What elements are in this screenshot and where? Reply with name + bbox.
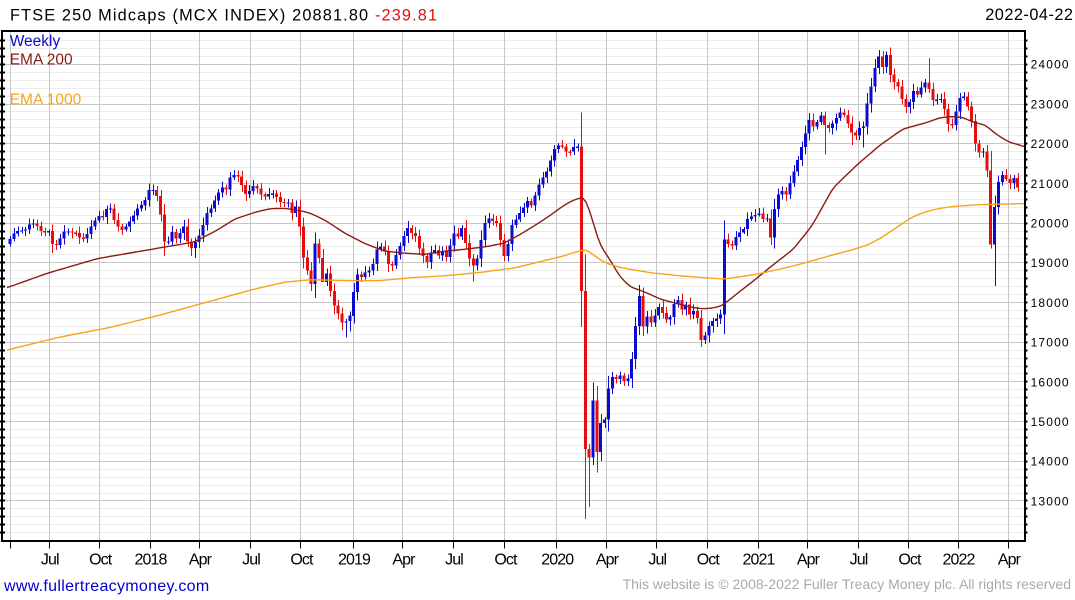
svg-text:Weekly: Weekly (10, 33, 61, 50)
svg-text:2020: 2020 (541, 552, 574, 569)
svg-text:17000: 17000 (1031, 336, 1070, 350)
svg-text:FTSE 250 Midcaps (MCX INDEX) 2: FTSE 250 Midcaps (MCX INDEX) 20881.80 -2… (10, 6, 438, 24)
svg-text:Jul: Jul (242, 552, 260, 569)
svg-text:Jul: Jul (445, 552, 463, 569)
svg-text:Apr: Apr (797, 552, 821, 569)
svg-text:Apr: Apr (392, 552, 416, 569)
svg-text:Oct: Oct (494, 552, 518, 569)
svg-text:This website is © 2008-2022 Fu: This website is © 2008-2022 Fuller Treac… (623, 576, 1071, 592)
svg-text:Jul: Jul (648, 552, 666, 569)
svg-text:Apr: Apr (189, 552, 213, 569)
svg-text:23000: 23000 (1031, 97, 1070, 111)
svg-text:19000: 19000 (1031, 256, 1070, 270)
svg-text:Oct: Oct (898, 552, 922, 569)
svg-text:14000: 14000 (1031, 455, 1070, 469)
svg-text:Apr: Apr (998, 552, 1022, 569)
svg-text:20000: 20000 (1031, 217, 1070, 231)
svg-text:Jul: Jul (850, 552, 868, 569)
svg-text:EMA 200: EMA 200 (10, 52, 73, 69)
svg-text:Oct: Oct (697, 552, 721, 569)
svg-text:16000: 16000 (1031, 375, 1070, 389)
svg-text:2022-04-22: 2022-04-22 (985, 6, 1073, 24)
svg-text:www.fullertreacymoney.com: www.fullertreacymoney.com (3, 578, 209, 595)
svg-text:18000: 18000 (1031, 296, 1070, 310)
svg-text:Apr: Apr (596, 552, 620, 569)
svg-text:2021: 2021 (743, 552, 776, 569)
svg-text:21000: 21000 (1031, 177, 1070, 191)
svg-text:Jul: Jul (41, 552, 59, 569)
svg-text:13000: 13000 (1031, 494, 1070, 508)
svg-text:2019: 2019 (338, 552, 371, 569)
svg-text:2022: 2022 (943, 552, 976, 569)
svg-text:15000: 15000 (1031, 415, 1070, 429)
svg-text:Oct: Oct (290, 552, 314, 569)
svg-text:Oct: Oct (89, 552, 113, 569)
svg-text:2018: 2018 (135, 552, 168, 569)
svg-text:EMA 1000: EMA 1000 (10, 91, 82, 108)
svg-text:24000: 24000 (1031, 58, 1070, 72)
svg-text:22000: 22000 (1031, 137, 1070, 151)
